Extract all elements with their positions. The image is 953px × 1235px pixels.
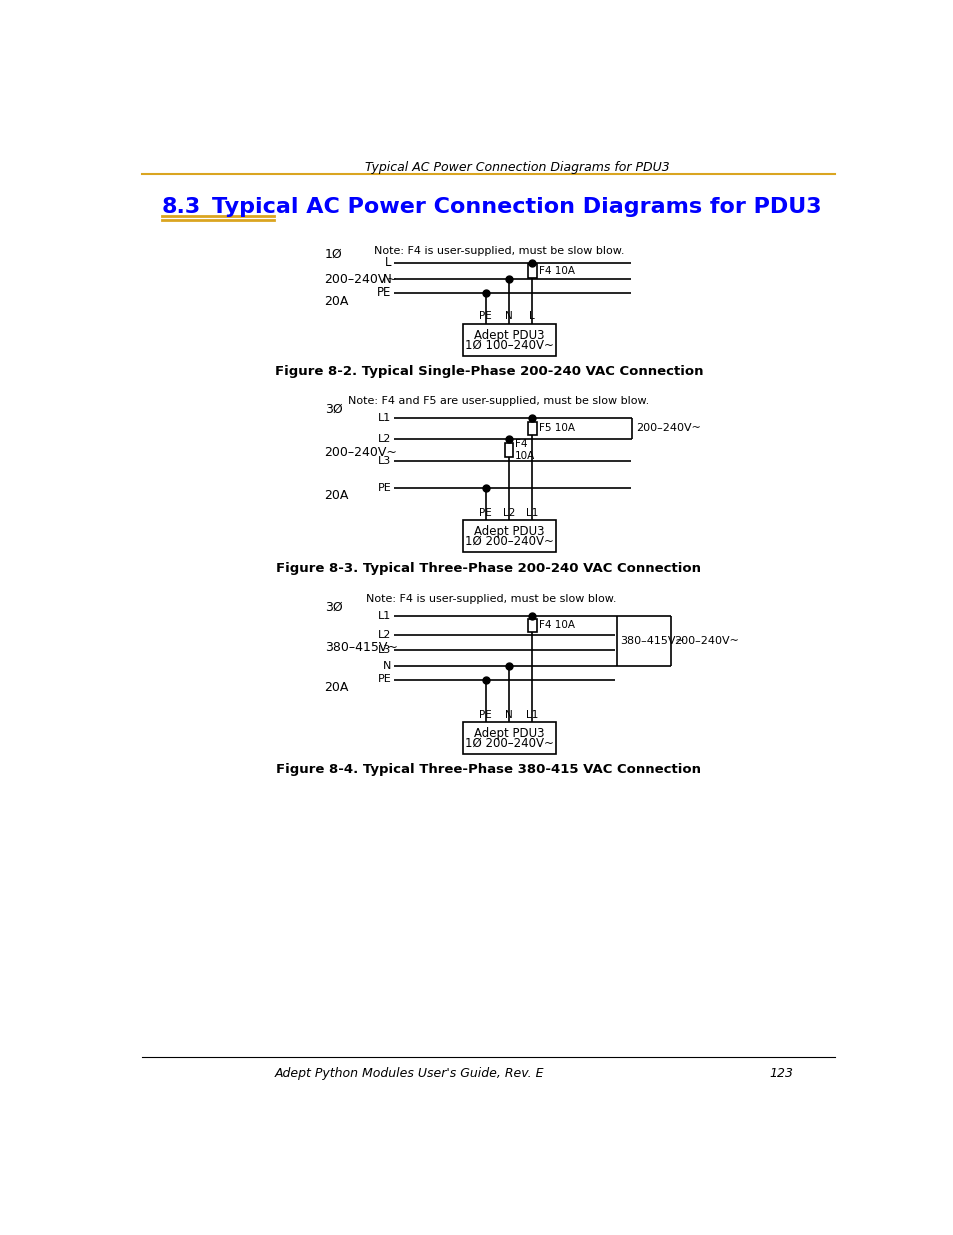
Text: Adept PDU3: Adept PDU3 <box>474 726 544 740</box>
Text: 20A: 20A <box>324 680 349 694</box>
Text: PE: PE <box>479 311 492 321</box>
Bar <box>528 619 536 632</box>
Text: 1Ø: 1Ø <box>324 248 342 261</box>
Text: L: L <box>529 311 535 321</box>
Text: Figure 8-4. Typical Three-Phase 380-415 VAC Connection: Figure 8-4. Typical Three-Phase 380-415 … <box>276 763 700 777</box>
Text: Adept Python Modules User's Guide, Rev. E: Adept Python Modules User's Guide, Rev. … <box>274 1067 543 1079</box>
Text: 200–240V~: 200–240V~ <box>324 273 397 285</box>
Text: Note: F4 and F5 are user-supplied, must be slow blow.: Note: F4 and F5 are user-supplied, must … <box>348 396 649 406</box>
Text: N: N <box>382 273 391 285</box>
Text: 20A: 20A <box>324 489 349 503</box>
Bar <box>462 324 555 356</box>
Text: 200–240V~: 200–240V~ <box>324 446 397 459</box>
Text: F5 10A: F5 10A <box>537 424 574 433</box>
Text: 123: 123 <box>769 1067 793 1079</box>
Bar <box>462 721 555 755</box>
Text: L: L <box>384 257 391 269</box>
Text: L1: L1 <box>377 610 391 621</box>
Text: 200–240V~: 200–240V~ <box>674 636 739 646</box>
Text: Note: F4 is user-supplied, must be slow blow.: Note: F4 is user-supplied, must be slow … <box>374 246 623 256</box>
Text: Adept PDU3: Adept PDU3 <box>474 525 544 538</box>
Text: 380–415V~: 380–415V~ <box>619 636 684 646</box>
Text: 1Ø 200–240V~: 1Ø 200–240V~ <box>464 535 553 547</box>
Text: L1: L1 <box>526 710 537 720</box>
Text: Adept PDU3: Adept PDU3 <box>474 329 544 342</box>
Text: Typical AC Power Connection Diagrams for PDU3: Typical AC Power Connection Diagrams for… <box>364 162 669 174</box>
Text: L1: L1 <box>526 508 537 517</box>
Text: L3: L3 <box>377 456 391 466</box>
Bar <box>462 520 555 552</box>
Text: 8.3: 8.3 <box>162 196 201 216</box>
Bar <box>504 443 513 457</box>
Text: L2: L2 <box>377 435 391 445</box>
Bar <box>528 422 536 435</box>
Text: PE: PE <box>479 508 492 517</box>
Text: 380–415V~: 380–415V~ <box>324 641 397 655</box>
Text: PE: PE <box>377 483 391 493</box>
Text: PE: PE <box>376 287 391 299</box>
Text: F4 10A: F4 10A <box>537 266 574 275</box>
Text: F4 10A: F4 10A <box>537 620 574 630</box>
Text: N: N <box>505 311 513 321</box>
Text: N: N <box>382 661 391 671</box>
Text: 3Ø: 3Ø <box>324 601 342 614</box>
Text: L3: L3 <box>377 645 391 656</box>
Text: 1Ø 200–240V~: 1Ø 200–240V~ <box>464 736 553 750</box>
Text: 20A: 20A <box>324 295 349 309</box>
Text: PE: PE <box>479 710 492 720</box>
Text: PE: PE <box>377 674 391 684</box>
Text: L2: L2 <box>502 508 515 517</box>
Text: 200–240V~: 200–240V~ <box>636 424 700 433</box>
Text: Figure 8-2. Typical Single-Phase 200-240 VAC Connection: Figure 8-2. Typical Single-Phase 200-240… <box>274 366 702 378</box>
Text: 3Ø: 3Ø <box>324 403 342 416</box>
Text: L2: L2 <box>377 630 391 640</box>
Text: Note: F4 is user-supplied, must be slow blow.: Note: F4 is user-supplied, must be slow … <box>366 594 616 604</box>
Text: Figure 8-3. Typical Three-Phase 200-240 VAC Connection: Figure 8-3. Typical Three-Phase 200-240 … <box>276 562 700 574</box>
Text: 1Ø 100–240V~: 1Ø 100–240V~ <box>464 338 553 351</box>
Text: Typical AC Power Connection Diagrams for PDU3: Typical AC Power Connection Diagrams for… <box>212 196 821 216</box>
Bar <box>528 264 536 278</box>
Text: N: N <box>505 710 513 720</box>
Text: L1: L1 <box>377 412 391 422</box>
Text: F4
10A: F4 10A <box>515 440 535 461</box>
